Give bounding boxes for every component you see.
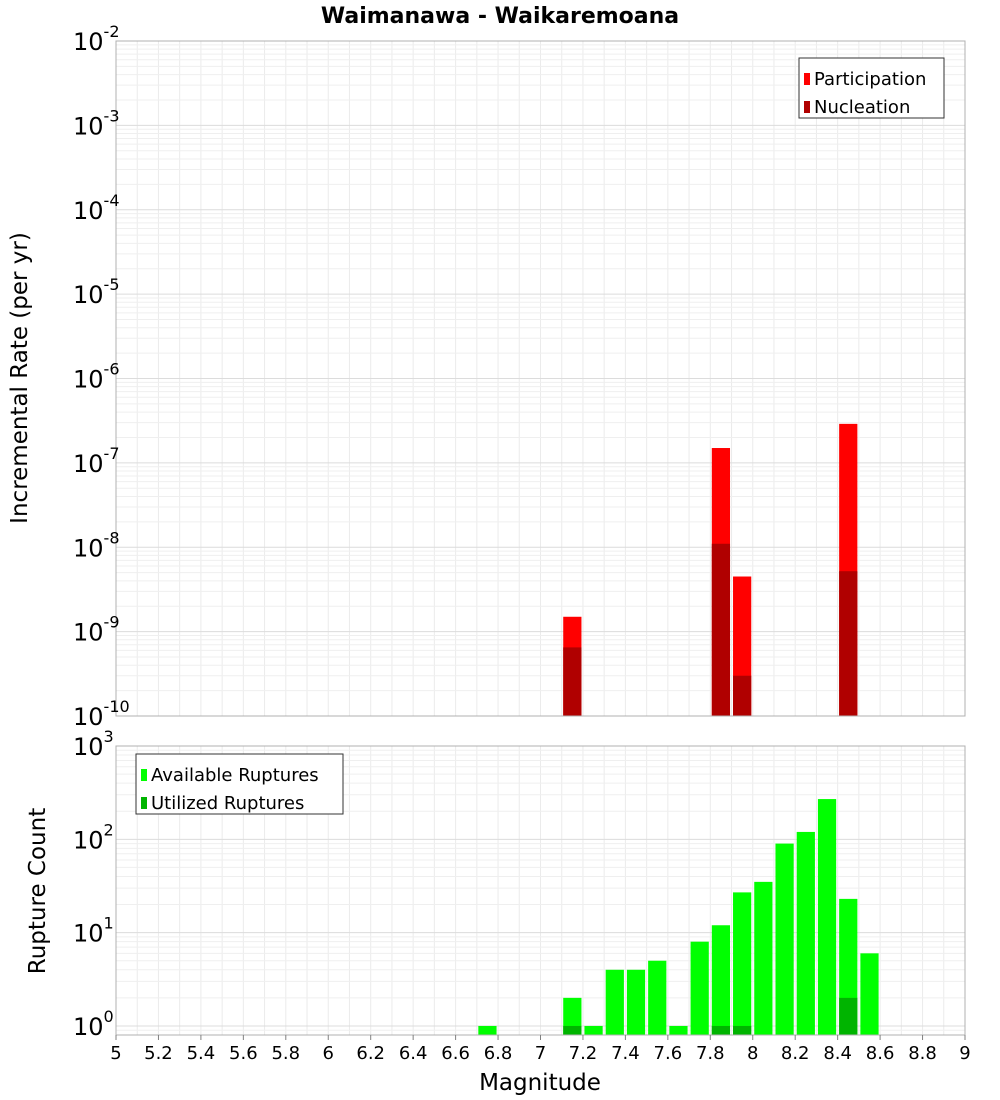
rate-y-ticks: 10-10 10-9 10-8 10-7 10-6 10-5 10-4 10-3 10-2 <box>73 22 130 731</box>
y-tick-label: 10-3 <box>73 106 120 140</box>
bar-available-ruptures <box>711 925 731 1035</box>
legend-box <box>798 57 945 119</box>
bar-available-ruptures <box>626 969 646 1035</box>
x-tick-label: 7.6 <box>654 1043 683 1064</box>
legend-swatch <box>804 73 810 85</box>
x-tick-label: 9 <box>959 1043 970 1064</box>
legend-label: Utilized Ruptures <box>151 793 304 814</box>
bar-nucleation <box>563 647 582 716</box>
x-tick-label: 6 <box>323 1043 334 1064</box>
y-tick-label: 10-4 <box>73 191 120 225</box>
y-tick-label: 100 <box>73 1007 114 1041</box>
x-axis-title: Magnitude <box>479 1070 601 1096</box>
bar-available-ruptures <box>669 1025 688 1035</box>
bar-available-ruptures <box>775 843 794 1035</box>
bar-available-ruptures <box>754 881 773 1035</box>
bar-available-ruptures <box>563 997 582 1035</box>
x-tick-label: 8.2 <box>781 1043 810 1064</box>
x-tick-label: 5 <box>110 1043 121 1064</box>
y-tick-label: 10-9 <box>73 613 120 647</box>
bar-utilized-ruptures <box>711 1025 731 1035</box>
x-tick-label: 5.8 <box>271 1043 300 1064</box>
rate-panel-frame <box>115 40 966 717</box>
legend-label: Participation <box>814 69 926 90</box>
legend-swatch <box>141 797 147 809</box>
x-tick-label: 8.4 <box>823 1043 852 1064</box>
x-tick-label: 6.6 <box>441 1043 470 1064</box>
bar-utilized-ruptures <box>563 1025 582 1035</box>
count-panel-bars <box>478 799 879 1035</box>
x-tick-label: 6.4 <box>399 1043 428 1064</box>
rate-panel-grid <box>115 41 966 717</box>
y-tick-label: 102 <box>73 820 114 854</box>
chart-title: Waimanawa - Waikaremoana <box>321 4 679 29</box>
bar-available-ruptures <box>860 953 879 1035</box>
rate-panel-bars <box>563 423 858 716</box>
count-panel: 100 101 102 103 5 5.2 5.4 5.6 5.8 6 6.2 6.4 6.6 6.8 7… <box>25 727 971 1096</box>
x-tick-label: 6.2 <box>356 1043 385 1064</box>
bar-available-ruptures <box>648 960 667 1035</box>
legend-label: Nucleation <box>814 97 910 118</box>
y-tick-label: 101 <box>73 914 114 948</box>
x-tick-label: 8.8 <box>908 1043 937 1064</box>
x-tick-label: 7.4 <box>611 1043 640 1064</box>
x-tick-label: 7.2 <box>569 1043 598 1064</box>
y-tick-label: 103 <box>73 727 114 761</box>
count-legend: Available Ruptures Utilized Ruptures <box>135 753 344 815</box>
bar-available-ruptures <box>733 892 752 1035</box>
legend-swatch <box>804 101 810 113</box>
y-tick-label: 10-10 <box>73 697 130 731</box>
bar-nucleation <box>839 571 858 716</box>
x-tick-label: 8 <box>747 1043 758 1064</box>
x-tick-label: 7 <box>535 1043 546 1064</box>
x-tick-label: 5.6 <box>229 1043 258 1064</box>
count-y-axis-title: Rupture Count <box>25 808 51 974</box>
y-tick-label: 10-6 <box>73 360 120 394</box>
count-y-ticks: 100 101 102 103 <box>73 727 114 1041</box>
bar-available-ruptures <box>690 941 709 1035</box>
rate-panel: 10-10 10-9 10-8 10-7 10-6 10-5 10-4 10-3 10-2 In… <box>7 22 966 731</box>
bar-available-ruptures <box>605 969 624 1035</box>
bar-utilized-ruptures <box>839 997 858 1035</box>
y-tick-label: 10-8 <box>73 528 120 562</box>
bar-available-ruptures <box>817 799 837 1035</box>
x-axis-ticks: 5 5.2 5.4 5.6 5.8 6 6.2 6.4 6.6 6.8 7 7.2 7.4 7.6 7.8 8… <box>110 1035 971 1064</box>
bar-available-ruptures <box>584 1025 603 1035</box>
x-tick-label: 7.8 <box>696 1043 725 1064</box>
rate-y-axis-title: Incremental Rate (per yr) <box>7 232 33 524</box>
legend-swatch <box>141 769 147 781</box>
y-tick-label: 10-5 <box>73 275 120 309</box>
x-tick-label: 5.2 <box>144 1043 173 1064</box>
rate-legend: Participation Nucleation <box>798 57 945 119</box>
legend-box <box>135 753 344 815</box>
x-tick-label: 5.4 <box>187 1043 216 1064</box>
bar-available-ruptures <box>478 1025 497 1035</box>
legend-label: Available Ruptures <box>151 765 319 786</box>
y-tick-label: 10-2 <box>73 22 120 56</box>
x-tick-label: 6.8 <box>484 1043 513 1064</box>
x-tick-label: 8.6 <box>866 1043 895 1064</box>
bar-utilized-ruptures <box>733 1025 752 1035</box>
bar-nucleation <box>711 543 731 716</box>
y-tick-label: 10-7 <box>73 444 120 478</box>
bar-available-ruptures <box>796 831 815 1035</box>
bar-nucleation <box>733 675 752 716</box>
